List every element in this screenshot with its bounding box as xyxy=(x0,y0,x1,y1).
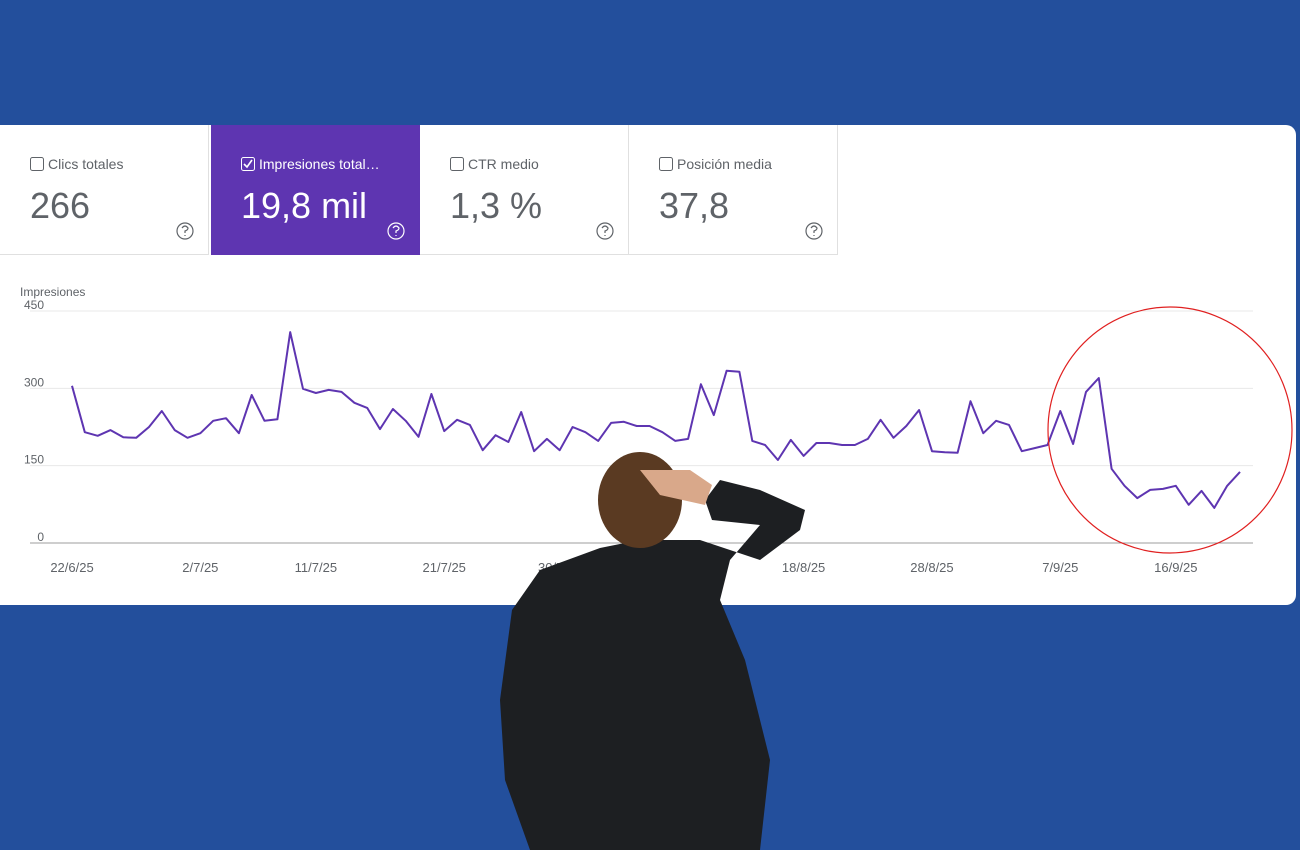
x-tick-label: 2/7/25 xyxy=(182,560,218,575)
help-glyph xyxy=(181,225,189,236)
help-glyph xyxy=(601,225,609,236)
metric-card[interactable]: Clics totales 266 xyxy=(0,125,209,255)
checkmark xyxy=(243,159,253,169)
metric-value: 19,8 mil xyxy=(241,185,368,226)
x-tick-label: 16/9/25 xyxy=(1154,560,1197,575)
help-icon xyxy=(176,222,194,240)
metric-label: Impresiones total… xyxy=(259,156,380,172)
x-tick-label: 21/7/25 xyxy=(423,560,466,575)
y-axis-label: Impresiones xyxy=(20,285,85,299)
help-glyph xyxy=(392,225,400,236)
y-tick-label: 0 xyxy=(37,530,44,544)
metric-card[interactable]: CTR medio 1,3 % xyxy=(420,125,629,255)
x-tick-label: 28/8/25 xyxy=(910,560,953,575)
help-icon xyxy=(387,222,405,240)
checkbox xyxy=(659,157,673,171)
metric-label: Clics totales xyxy=(48,156,124,172)
checkbox xyxy=(30,157,44,171)
y-tick-label: 150 xyxy=(24,453,44,467)
metric-value: 37,8 xyxy=(659,185,730,226)
y-tick-label: 450 xyxy=(24,298,44,312)
metric-label: CTR medio xyxy=(468,156,539,172)
checkbox xyxy=(241,157,255,171)
metric-card[interactable]: Posición media 37,8 xyxy=(629,125,838,255)
metric-label: Posición media xyxy=(677,156,772,172)
metric-card[interactable]: Impresiones total… 19,8 mil xyxy=(211,125,420,255)
help-icon xyxy=(596,222,614,240)
impressions-line xyxy=(71,331,1241,509)
metric-value: 266 xyxy=(30,185,91,226)
y-tick-label: 300 xyxy=(24,375,44,389)
card-icons xyxy=(450,157,614,240)
card-icons xyxy=(659,157,823,240)
checkbox xyxy=(450,157,464,171)
x-tick-label: 18/8/25 xyxy=(782,560,825,575)
x-tick-label: 7/9/25 xyxy=(1042,560,1078,575)
card-icons xyxy=(30,157,194,240)
x-tick-label: 30/7/25 xyxy=(538,560,581,575)
metric-value: 1,3 % xyxy=(450,185,543,226)
help-glyph xyxy=(810,225,818,236)
x-tick-label: 11/7/25 xyxy=(295,560,337,575)
card-icons xyxy=(241,157,405,240)
help-icon xyxy=(805,222,823,240)
x-tick-label: 22/6/25 xyxy=(50,560,93,575)
